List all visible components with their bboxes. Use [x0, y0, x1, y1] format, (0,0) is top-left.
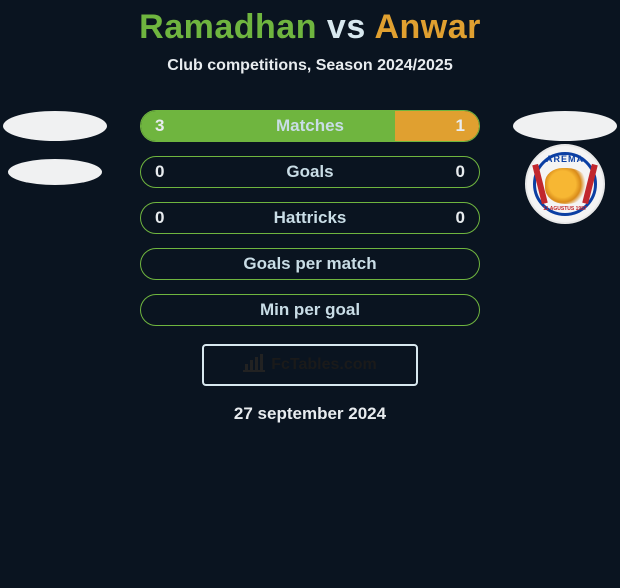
- stat-row: Goals per match: [0, 248, 620, 280]
- stat-row: AREMA11 AGUSTUS 1987Goals00: [0, 156, 620, 188]
- stat-value-right: 0: [442, 157, 479, 187]
- footer-brand-text: FcTables.com: [271, 356, 377, 374]
- stat-bar: Hattricks0 0: [140, 202, 480, 234]
- footer-brand-box: FcTables.com: [202, 344, 418, 386]
- stat-row: Hattricks0 0: [0, 202, 620, 234]
- stat-label: Goals per match: [141, 249, 479, 279]
- title-player1: Ramadhan: [139, 8, 317, 46]
- chart-icon: [243, 354, 265, 377]
- footer-date: 27 september 2024: [0, 404, 620, 424]
- stat-row: Matches3 1: [0, 110, 620, 142]
- subtitle: Club competitions, Season 2024/2025: [0, 57, 620, 75]
- stat-value-right: 0: [442, 203, 479, 233]
- right-placeholder-icon: [510, 111, 620, 141]
- stat-row: Min per goal: [0, 294, 620, 326]
- stat-bar: Min per goal: [140, 294, 480, 326]
- stat-value-left: 3: [141, 111, 178, 141]
- stat-label: Min per goal: [141, 295, 479, 325]
- left-placeholder-icon: [0, 111, 110, 141]
- stat-label: Goals: [141, 157, 479, 187]
- title-vs: vs: [327, 8, 366, 46]
- stats-area: Matches31AREMA11 AGUSTUS 1987Goals00Hatt…: [0, 110, 620, 326]
- left-placeholder-icon: [0, 159, 110, 185]
- stat-value-left: 0: [141, 203, 178, 233]
- stat-value-right: 1: [442, 111, 479, 141]
- stat-label: Matches: [141, 111, 479, 141]
- stat-bar: Goals per match: [140, 248, 480, 280]
- stat-bar: Matches3 1: [140, 110, 480, 142]
- page-title: Ramadhan vs Anwar: [0, 8, 620, 47]
- title-player2: Anwar: [374, 8, 480, 46]
- stat-bar: Goals0 0: [140, 156, 480, 188]
- stat-value-left: 0: [141, 157, 178, 187]
- stat-label: Hattricks: [141, 203, 479, 233]
